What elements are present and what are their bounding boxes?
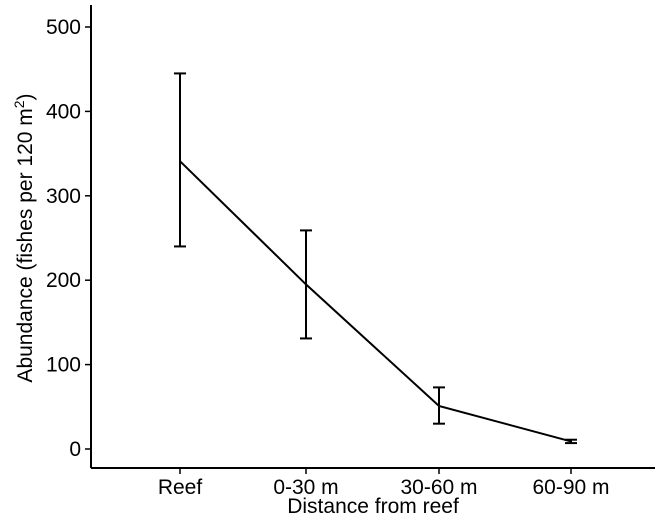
y-tick-label-0: 0 — [69, 438, 81, 461]
error-bars — [174, 72, 577, 445]
y-axis-title: Abundance (fishes per 120 m2) — [11, 93, 37, 382]
y-tick-label-200: 200 — [46, 269, 81, 292]
series-line — [179, 160, 572, 443]
error-bar-0 — [174, 72, 186, 248]
y-tick-label-400: 400 — [46, 100, 81, 123]
x-axis-title: Distance from reef — [287, 495, 459, 518]
x-tick-label-1: 0-30 m — [273, 476, 338, 499]
y-tick-label-100: 100 — [46, 354, 81, 377]
y-axis-ticks: 0 100 200 300 400 500 — [46, 16, 91, 461]
x-tick-label-2: 30-60 m — [400, 476, 477, 499]
y-axis-title-main: Abundance (fishes per 120 m — [14, 108, 37, 382]
x-tick-label-3: 60-90 m — [532, 476, 609, 499]
y-tick-label-500: 500 — [46, 16, 81, 39]
y-axis-title-end: ) — [14, 93, 37, 100]
y-axis-title-superscript: 2 — [11, 100, 27, 108]
y-tick-label-300: 300 — [46, 185, 81, 208]
x-tick-label-0: Reef — [158, 476, 203, 499]
x-axis-ticks: Reef 0-30 m 30-60 m 60-90 m — [158, 468, 610, 499]
